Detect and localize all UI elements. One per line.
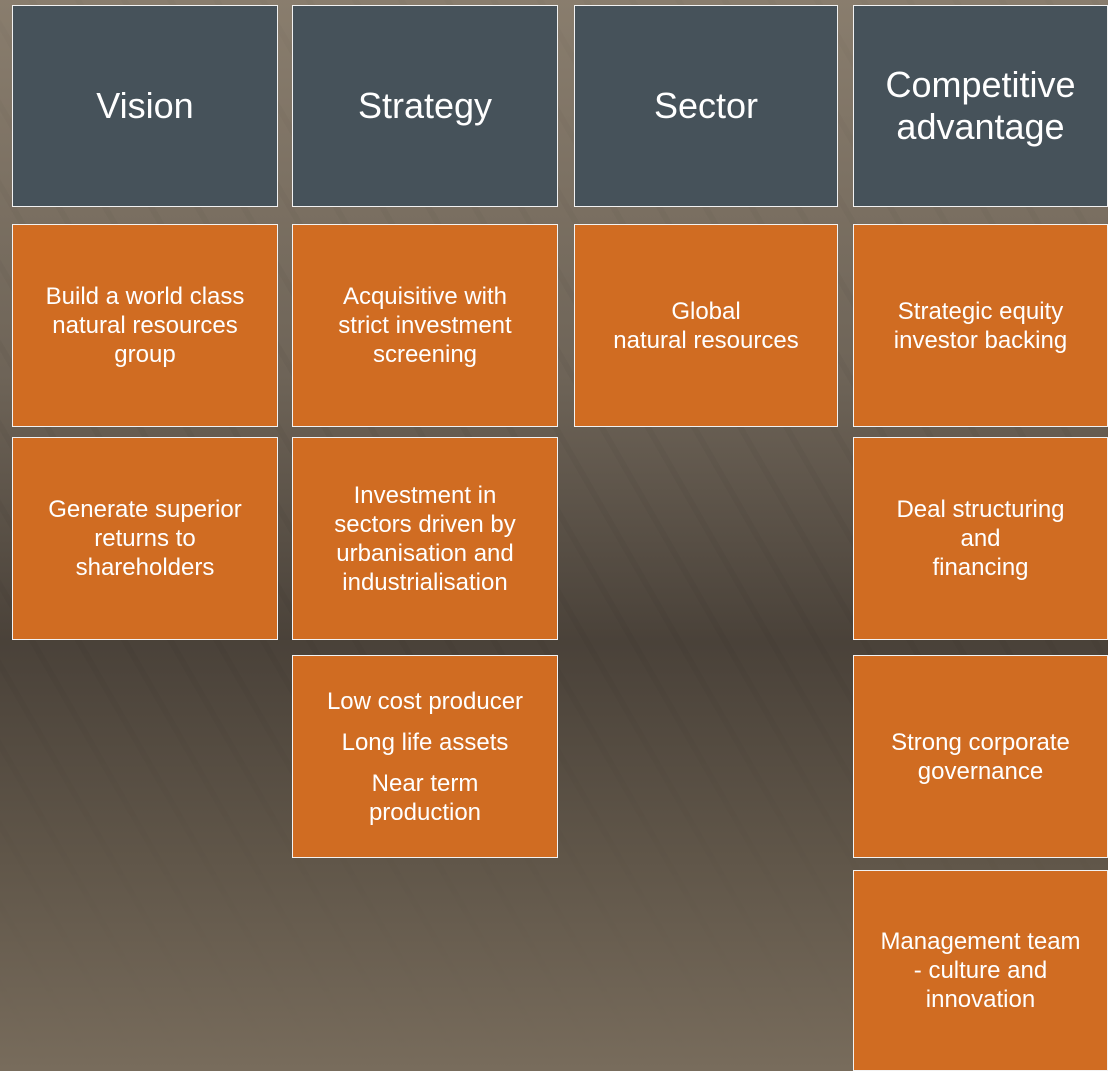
column-header: Competitive advantage	[853, 5, 1108, 207]
text-line: production	[368, 798, 482, 826]
text-line: financing	[932, 554, 1029, 581]
paragraph: Strong corporate governance	[891, 728, 1070, 786]
text-line: urbanisation and	[336, 539, 514, 567]
column-header: Strategy	[292, 5, 558, 207]
paragraph: Build a world class natural resources grou…	[46, 282, 245, 369]
paragraph: Acquisitive with strict investment screeni…	[338, 282, 511, 369]
text-line: Low cost producer	[326, 687, 524, 715]
column-header: Vision	[12, 5, 278, 207]
strategy-cell: Management team - culture and innovation	[853, 870, 1108, 1071]
text-line: strict investment	[338, 312, 512, 339]
text-line: Sector	[653, 85, 759, 126]
text-line: group	[114, 341, 176, 368]
text-line: innovation	[925, 986, 1036, 1013]
text-line: investor backing	[893, 326, 1068, 354]
strategy-cell: Global natural resources	[574, 224, 838, 427]
text-line: industrialisation	[342, 568, 508, 596]
column-header: Sector	[574, 5, 838, 207]
paragraph: Generate superior returns to shareholders	[48, 495, 241, 582]
text-line: Management team	[880, 928, 1081, 955]
strategy-cell: Generate superior returns to shareholders	[12, 437, 278, 640]
text-line: governance	[917, 757, 1044, 785]
text-line: Investment in	[353, 481, 497, 509]
strategy-cell: Build a world class natural resources grou…	[12, 224, 278, 427]
paragraph: Investment in sectors driven by urbanisati…	[334, 481, 515, 597]
paragraph: Deal structuring and financing	[896, 495, 1064, 582]
text-line: Global	[671, 297, 741, 325]
text-line: natural resources	[52, 312, 238, 339]
text-line: Strategic equity	[897, 297, 1064, 325]
text-line: shareholders	[75, 554, 215, 581]
strategy-cell: Acquisitive with strict investment screeni…	[292, 224, 558, 427]
text-line: Build a world class	[45, 283, 245, 310]
paragraph: Long life assets	[342, 728, 509, 757]
text-line: Deal structuring	[896, 496, 1065, 523]
paragraph: Strategic equity investor backing	[894, 297, 1067, 355]
text-line: Acquisitive with	[342, 283, 508, 310]
paragraph: Near term production	[369, 769, 481, 827]
text-line: Competitive	[885, 64, 1076, 105]
paragraph: Global natural resources	[613, 297, 798, 355]
text-line: Near term	[371, 769, 479, 797]
text-line: screening	[372, 341, 478, 368]
paragraph: Management team - culture and innovation	[880, 927, 1080, 1014]
text-line: natural resources	[613, 326, 799, 354]
strategy-cell: Low cost producer Long life assets Near te…	[292, 655, 558, 858]
text-line: returns to	[94, 525, 196, 552]
text-line: sectors driven by	[334, 510, 516, 538]
text-line: Strong corporate	[891, 728, 1070, 756]
paragraph: Low cost producer	[327, 687, 523, 716]
strategy-cell: Strategic equity investor backing	[853, 224, 1108, 427]
text-line: - culture and	[913, 957, 1048, 984]
text-line: Strategy	[357, 85, 493, 126]
text-line: advantage	[896, 106, 1065, 147]
strategy-cell: Strong corporate governance	[853, 655, 1108, 858]
text-line: Generate superior	[48, 496, 242, 523]
text-line: and	[960, 525, 1001, 552]
strategy-cell: Investment in sectors driven by urbanisati…	[292, 437, 558, 640]
text-line: Long life assets	[341, 728, 509, 756]
strategy-cell: Deal structuring and financing	[853, 437, 1108, 640]
text-line: Vision	[96, 85, 194, 126]
